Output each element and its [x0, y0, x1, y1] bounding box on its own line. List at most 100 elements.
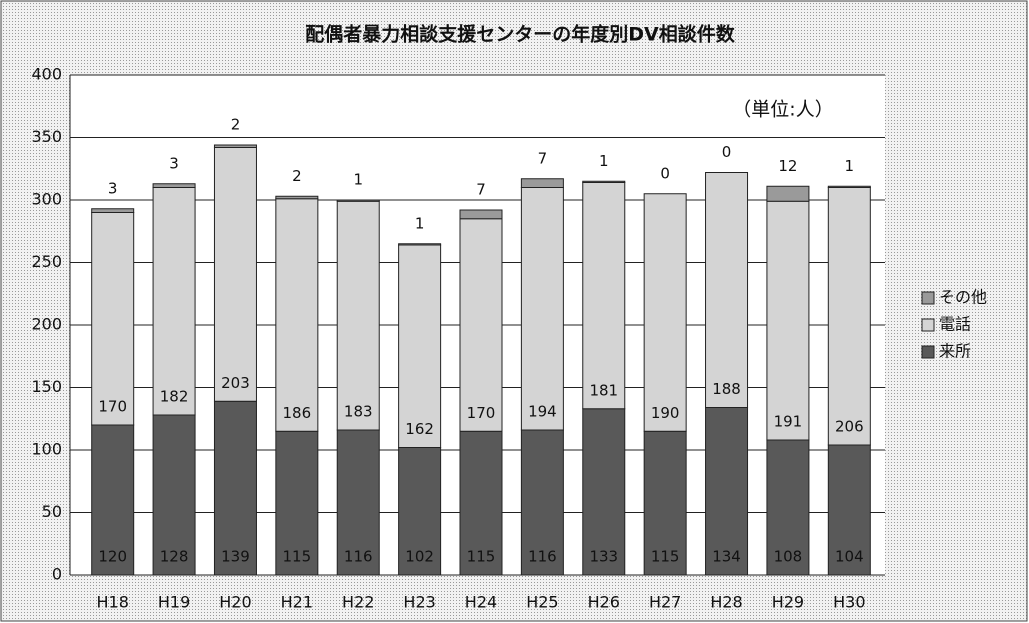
data-label: 12 [778, 157, 797, 175]
bar-segment [152, 414, 196, 576]
x-tick-label: H30 [833, 593, 865, 612]
bar-segment [459, 209, 503, 220]
data-label: 203 [221, 374, 250, 392]
y-tick-label: 300 [31, 190, 62, 209]
bar-segment [582, 180, 626, 183]
data-label: 162 [405, 420, 434, 438]
x-tick-label: H22 [342, 593, 374, 612]
data-label: 188 [712, 380, 741, 398]
data-label: 115 [467, 548, 496, 566]
bar-segment [398, 447, 442, 576]
bar-segment [398, 243, 442, 246]
annotation: （単位:人） [732, 99, 833, 121]
bar-segment [520, 187, 564, 431]
y-tick-label: 100 [31, 440, 62, 459]
data-label: 1 [599, 152, 609, 170]
bar-segment [152, 183, 196, 188]
bar-segment [459, 430, 503, 576]
y-tick-label: 400 [31, 65, 62, 84]
chart-title: 配偶者暴力相談支援センターの年度別DV相談件数 [305, 23, 735, 46]
data-label: 190 [651, 404, 680, 422]
data-label: 116 [528, 548, 557, 566]
data-label: 0 [660, 164, 670, 182]
y-tick-label: 250 [31, 252, 62, 271]
bar-segment [582, 182, 626, 410]
data-label: 0 [722, 143, 732, 161]
x-tick-label: H21 [281, 593, 313, 612]
data-label: 186 [283, 404, 312, 422]
data-label: 115 [283, 548, 312, 566]
data-label: 2 [231, 116, 241, 134]
x-tick-label: H29 [772, 593, 804, 612]
bar-segment [520, 178, 564, 188]
bar-segment [275, 198, 319, 432]
bar-segment [336, 429, 380, 576]
data-label: 120 [98, 548, 127, 566]
x-tick-label: H19 [158, 593, 190, 612]
bar-segment [766, 200, 810, 441]
data-label: 1 [845, 157, 855, 175]
legend-label: 電話 [939, 315, 971, 334]
data-label: 108 [774, 548, 803, 566]
legend-label: 来所 [939, 342, 971, 361]
legend-swatch [921, 291, 935, 305]
bar-segment [827, 185, 871, 188]
bar-segment [213, 144, 257, 148]
x-tick-label: H18 [96, 593, 128, 612]
bar-segment [336, 200, 380, 431]
bar-segment [582, 408, 626, 576]
bar-segment [459, 218, 503, 432]
x-tick-label: H20 [219, 593, 251, 612]
bar-segment [643, 193, 687, 432]
x-tick-label: H23 [403, 593, 435, 612]
data-label: 206 [835, 418, 864, 436]
bar-segment [705, 172, 749, 408]
data-label: 115 [651, 548, 680, 566]
x-tick-label: H28 [710, 593, 742, 612]
bar-segment [275, 195, 319, 200]
bar-segment [213, 147, 257, 402]
data-label: 128 [160, 548, 189, 566]
data-label: 2 [292, 167, 302, 185]
data-label: 104 [835, 548, 864, 566]
bar-segment [827, 187, 871, 446]
bar-segment [152, 187, 196, 416]
bar-segment [766, 439, 810, 576]
x-tick-label: H26 [588, 593, 620, 612]
y-tick-label: 350 [31, 127, 62, 146]
y-tick-label: 200 [31, 315, 62, 334]
legend-swatch [921, 318, 935, 332]
bar-segment [91, 208, 135, 213]
data-label: 170 [467, 404, 496, 422]
data-label: 7 [476, 181, 486, 199]
bar-segment [520, 429, 564, 576]
y-tick-label: 50 [42, 502, 62, 521]
data-label: 1 [415, 214, 425, 232]
data-label: 191 [774, 413, 803, 431]
data-label: 170 [98, 398, 127, 416]
data-label: 134 [712, 548, 741, 566]
data-label: 194 [528, 403, 557, 421]
data-label: 182 [160, 388, 189, 406]
y-tick-label: 0 [52, 565, 62, 584]
legend-swatch [921, 345, 935, 359]
data-label: 102 [405, 548, 434, 566]
data-label: 3 [108, 179, 118, 197]
x-tick-label: H27 [649, 593, 681, 612]
data-label: 116 [344, 548, 373, 566]
bar-segment [705, 407, 749, 576]
bar-segment [275, 430, 319, 576]
data-label: 181 [589, 381, 618, 399]
data-label: 139 [221, 548, 250, 566]
bar-segment [91, 212, 135, 426]
bar-segment [213, 400, 257, 576]
legend-label: その他 [939, 288, 987, 307]
bar-segment [766, 185, 810, 202]
data-label: 133 [589, 548, 618, 566]
data-label: 183 [344, 403, 373, 421]
bar-segment [91, 424, 135, 576]
x-tick-label: H24 [465, 593, 497, 612]
data-label: 1 [353, 171, 363, 189]
y-tick-label: 150 [31, 377, 62, 396]
